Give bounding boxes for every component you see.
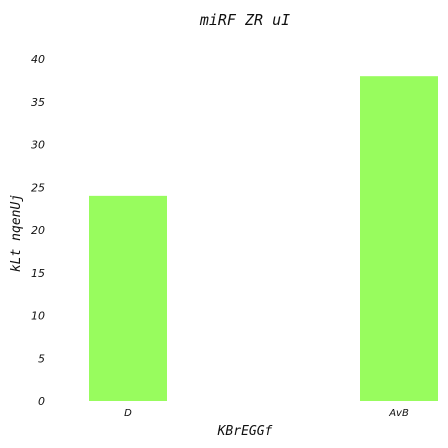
bars-group — [89, 76, 438, 401]
bar-avb — [360, 76, 438, 401]
chart-title: miRF ZR uI — [199, 11, 290, 29]
y-tick-label-15: 15 — [31, 267, 45, 280]
y-tick-label-0: 0 — [38, 395, 45, 408]
y-axis-label: kLt nqenUj — [9, 194, 24, 272]
y-tick-label-25: 25 — [31, 181, 45, 194]
y-tick-label-40: 40 — [31, 53, 45, 66]
y-tick-label-35: 35 — [31, 96, 45, 109]
y-tick-label-10: 10 — [31, 310, 45, 323]
x-tick-label-d: D — [124, 408, 132, 419]
x-ticks-group: D AvB — [124, 408, 409, 419]
y-ticks-group: 0 5 10 15 20 25 30 35 40 — [31, 53, 45, 408]
y-tick-label-30: 30 — [31, 139, 45, 152]
y-tick-label-20: 20 — [31, 224, 45, 237]
x-axis-label: KBrEGGf — [217, 424, 273, 439]
x-tick-label-avb: AvB — [388, 408, 409, 419]
bar-d — [89, 195, 167, 401]
y-tick-label-5: 5 — [38, 352, 45, 365]
